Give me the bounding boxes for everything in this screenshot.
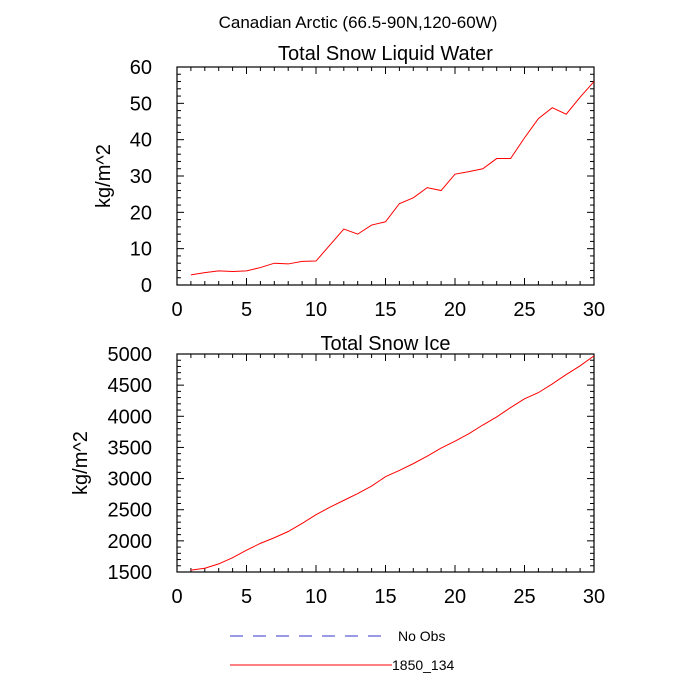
series-line-1850_134 [190, 355, 595, 571]
y-tick-label: 50 [130, 93, 152, 115]
chart-title: Total Snow Ice [320, 333, 450, 355]
y-tick-label: 4500 [108, 375, 153, 397]
plot-frame [176, 66, 595, 286]
chart-title: Total Snow Liquid Water [278, 43, 493, 65]
x-tick-label: 30 [583, 299, 605, 321]
y-tick-label: 60 [130, 57, 152, 79]
x-tick-label: 5 [241, 299, 252, 321]
x-tick-label: 10 [305, 299, 327, 321]
x-tick-label: 30 [583, 586, 605, 608]
x-tick-label: 0 [171, 586, 182, 608]
figure-title: Canadian Arctic (66.5-90N,120-60W) [219, 13, 498, 32]
y-tick-label: 1500 [108, 562, 153, 584]
legend: No Obs 1850_134 [230, 628, 455, 673]
y-axis-label: kg/m^2 [93, 144, 115, 208]
x-tick-label: 15 [374, 586, 396, 608]
y-tick-label: 2000 [108, 531, 153, 553]
x-tick-label: 5 [241, 586, 252, 608]
y-tick-label: 30 [130, 166, 152, 188]
y-tick-label: 40 [130, 130, 152, 152]
y-tick-label: 2500 [108, 500, 153, 522]
y-axis-label: kg/m^2 [70, 431, 92, 495]
x-tick-label: 25 [513, 299, 535, 321]
y-tick-label: 3000 [108, 469, 153, 491]
x-tick-label: 25 [513, 586, 535, 608]
y-tick-label: 0 [141, 275, 152, 297]
series-line-1850_134 [190, 81, 595, 276]
legend-label: 1850_134 [392, 657, 455, 673]
chart-panel-1: Total Snow Liquid Water 0 5 10 15 20 25 30 0 10 20… [93, 43, 605, 321]
y-tick-label: 20 [130, 202, 152, 224]
x-tick-label: 0 [171, 299, 182, 321]
y-tick-label: 10 [130, 239, 152, 261]
y-tick-label: 4000 [108, 406, 153, 428]
y-tick-label: 5000 [108, 344, 153, 366]
x-tick-label: 10 [305, 586, 327, 608]
x-tick-label: 15 [374, 299, 396, 321]
x-tick-label: 20 [444, 299, 466, 321]
y-tick-label: 3500 [108, 437, 153, 459]
chart-panel-2: Total Snow Ice 0 5 10 15 20 25 30 1500 2000 2500 30… [70, 333, 605, 608]
x-tick-label: 20 [444, 586, 466, 608]
plot-frame [176, 353, 595, 573]
legend-label: No Obs [398, 628, 445, 644]
